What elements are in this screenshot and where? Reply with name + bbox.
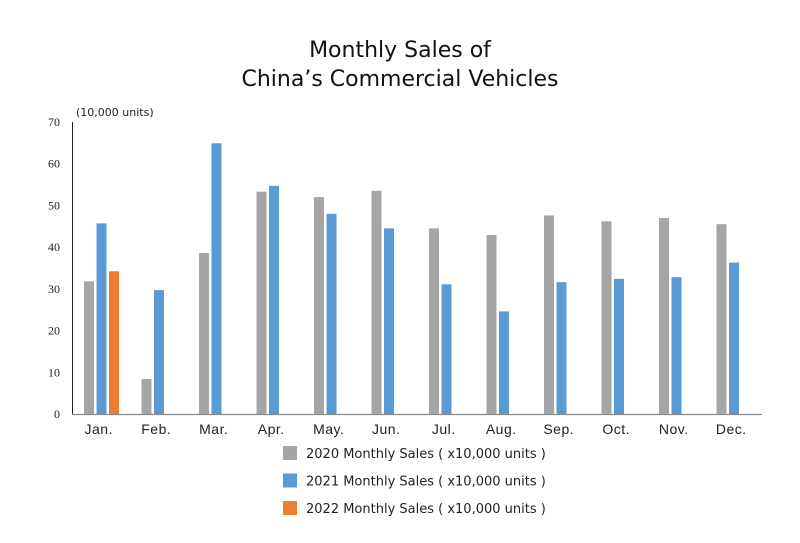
- legend-swatch: [283, 446, 297, 460]
- y-tick-label: 30: [48, 282, 60, 296]
- x-tick-label: Dec.: [716, 421, 747, 437]
- x-tick-label: May.: [313, 421, 344, 437]
- x-tick-label: Sep.: [543, 421, 574, 437]
- legend-label: 2020 Monthly Sales ( x10,000 units ): [306, 447, 546, 462]
- bar-dec-series-1: [716, 224, 727, 414]
- x-tick-label: Mar.: [199, 421, 228, 437]
- bar-jan-series-1: [84, 281, 94, 414]
- y-tick-label: 40: [48, 240, 60, 254]
- y-tick-label: 10: [48, 365, 60, 379]
- x-tick-label: Nov.: [659, 421, 689, 437]
- x-tick-label: Apr.: [258, 421, 285, 437]
- bar-nov-series-1: [659, 217, 669, 414]
- x-tick-label: Feb.: [141, 421, 171, 437]
- bar-apr-series-2: [269, 185, 279, 414]
- legend-label: 2022 Monthly Sales ( x10,000 units ): [306, 502, 546, 517]
- y-tick-label: 70: [48, 115, 60, 129]
- chart-title-line-2: China’s Commercial Vehicles: [241, 67, 558, 92]
- bar-may-series-1: [314, 197, 324, 414]
- x-tick-label: Jul.: [432, 421, 456, 437]
- bar-apr-series-1: [256, 191, 267, 414]
- bar-mar-series-1: [199, 252, 209, 414]
- bar-jul-series-2: [441, 284, 452, 414]
- y-tick-label: 50: [48, 198, 60, 212]
- y-tick-label: 0: [54, 407, 60, 421]
- x-tick-label: Jan.: [85, 421, 113, 437]
- bar-jul-series-1: [429, 228, 439, 414]
- bar-jan-series-3: [109, 271, 119, 414]
- bar-oct-series-1: [601, 221, 612, 414]
- bar-mar-series-2: [211, 143, 222, 414]
- bar-aug-series-2: [499, 311, 509, 414]
- x-tick-label: Aug.: [486, 421, 517, 437]
- bar-jun-series-1: [371, 190, 382, 414]
- bar-feb-series-2: [154, 290, 164, 414]
- legend-swatch: [283, 473, 297, 488]
- bar-oct-series-2: [614, 278, 624, 414]
- bar-sep-series-1: [544, 215, 554, 414]
- y-tick-label: 60: [48, 157, 60, 171]
- bar-jan-series-2: [96, 223, 107, 414]
- y-axis-unit-label: (10,000 units): [76, 106, 154, 119]
- bar-feb-series-1: [141, 378, 152, 414]
- x-tick-label: Jun.: [372, 421, 400, 437]
- bar-dec-series-2: [729, 262, 739, 414]
- x-tick-label: Oct.: [602, 421, 630, 437]
- chart-title-line-1: Monthly Sales of: [309, 38, 492, 63]
- bar-may-series-2: [326, 213, 337, 414]
- bar-aug-series-1: [486, 235, 497, 414]
- bar-nov-series-2: [671, 277, 682, 414]
- bar-sep-series-2: [556, 282, 567, 414]
- legend-swatch: [283, 501, 297, 515]
- legend-label: 2021 Monthly Sales ( x10,000 units ): [306, 475, 546, 490]
- bar-jun-series-2: [384, 228, 394, 414]
- y-tick-label: 20: [48, 324, 60, 338]
